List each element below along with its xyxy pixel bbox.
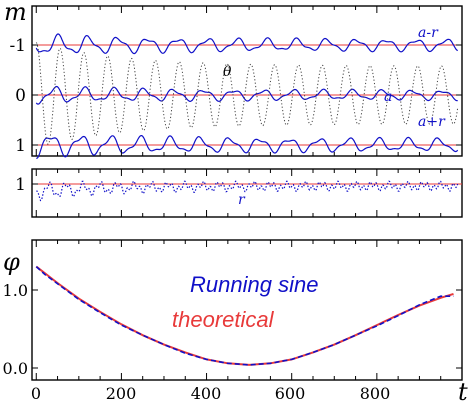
y-tick-label: -1	[9, 36, 26, 56]
y-axis-label-top: m	[4, 0, 27, 26]
panel-middle-frame	[31, 168, 463, 218]
x-tick-label: 800	[360, 384, 391, 403]
x-tick-label: 0	[31, 384, 41, 403]
y-axis-label-bottom: φ	[3, 248, 20, 276]
series-running-sine	[35, 266, 454, 366]
panel-top-frame	[31, 5, 463, 157]
series-annotation: a-r	[418, 25, 439, 41]
top-series	[35, 33, 459, 159]
axis-ticks	[32, 6, 462, 380]
series-theoretical	[35, 265, 454, 366]
top-reference-lines	[32, 44, 462, 146]
series-r	[36, 180, 459, 202]
bottom-series	[35, 265, 454, 366]
legend-theoretical: theoretical	[172, 307, 275, 332]
series-annotation: r	[238, 192, 246, 208]
x-axis-label: t	[458, 378, 468, 405]
series-a-r	[35, 33, 459, 55]
x-tick-label: 400	[191, 384, 222, 403]
panel-bottom-frame	[31, 239, 463, 381]
series-a+r	[36, 135, 459, 159]
y-tick-label: 0	[15, 86, 26, 106]
middle-series	[36, 180, 459, 202]
series-annotation: a	[384, 89, 392, 105]
series-annotation: a+r	[418, 114, 446, 130]
x-tick-label: 200	[106, 384, 137, 403]
series-theta	[35, 42, 459, 145]
y-tick-label: 1	[15, 175, 26, 195]
series-annotation: θ	[223, 64, 232, 80]
y-tick-label: 1.0	[3, 281, 28, 300]
legend-running-sine: Running sine	[190, 272, 318, 297]
y-tick-label: 1	[15, 136, 26, 156]
y-tick-label: 0.0	[3, 359, 28, 378]
series-a	[35, 85, 458, 105]
x-tick-label: 600	[275, 384, 306, 403]
